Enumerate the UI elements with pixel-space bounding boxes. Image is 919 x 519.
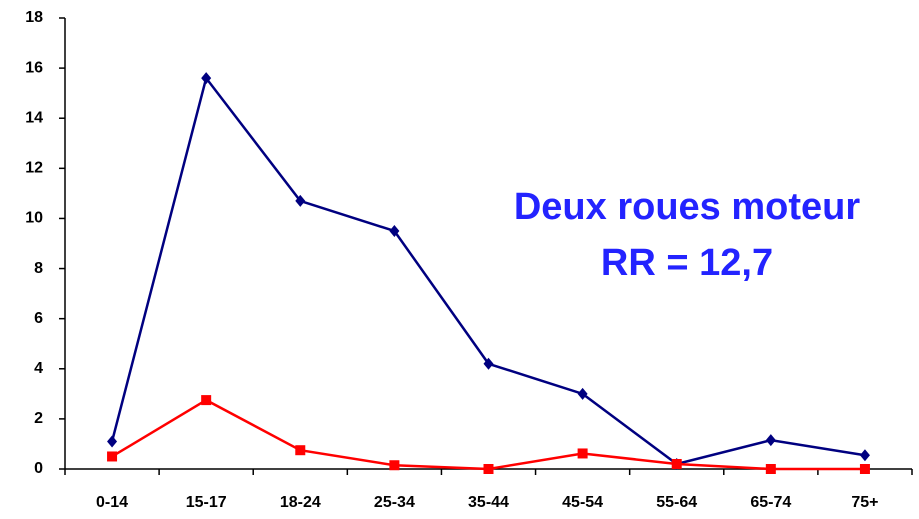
marker [201, 395, 212, 406]
series-line [111, 398, 865, 471]
x-tick-label: 45-54 [562, 494, 603, 511]
y-tick-label: 12 [25, 160, 43, 177]
marker [859, 464, 870, 474]
y-tick-label: 16 [25, 59, 43, 76]
x-tick-label: 0-14 [96, 494, 128, 511]
marker [577, 387, 588, 400]
y-tick-label: 14 [25, 109, 43, 126]
x-tick-label: 15-17 [186, 494, 227, 511]
marker [671, 458, 682, 469]
marker [765, 464, 776, 474]
x-tick-label: 65-74 [750, 494, 791, 511]
x-tick-label: 35-44 [468, 494, 509, 511]
y-tick-label: 2 [34, 410, 43, 427]
x-tick-label: 25-34 [374, 494, 415, 511]
marker [765, 434, 776, 447]
marker [107, 451, 118, 462]
marker [201, 72, 212, 85]
x-tick-label: 55-64 [656, 494, 697, 511]
marker [107, 435, 118, 448]
marker [483, 357, 494, 370]
marker [389, 460, 400, 471]
marker [295, 445, 306, 456]
y-tick-label: 18 [25, 9, 43, 26]
annotation: Deux roues moteur [514, 186, 861, 228]
y-tick-label: 4 [34, 360, 43, 377]
annotation: RR = 12,7 [601, 242, 773, 284]
y-tick-label: 6 [34, 310, 43, 327]
x-tick-label: 18-24 [280, 494, 321, 511]
y-tick-label: 10 [25, 210, 43, 227]
marker [577, 448, 588, 459]
marker [295, 194, 306, 207]
y-tick-label: 0 [34, 460, 43, 477]
x-tick-label: 75+ [851, 494, 878, 511]
marker [859, 449, 870, 462]
marker [483, 464, 494, 474]
marker [389, 224, 400, 237]
y-tick-label: 8 [34, 260, 43, 277]
